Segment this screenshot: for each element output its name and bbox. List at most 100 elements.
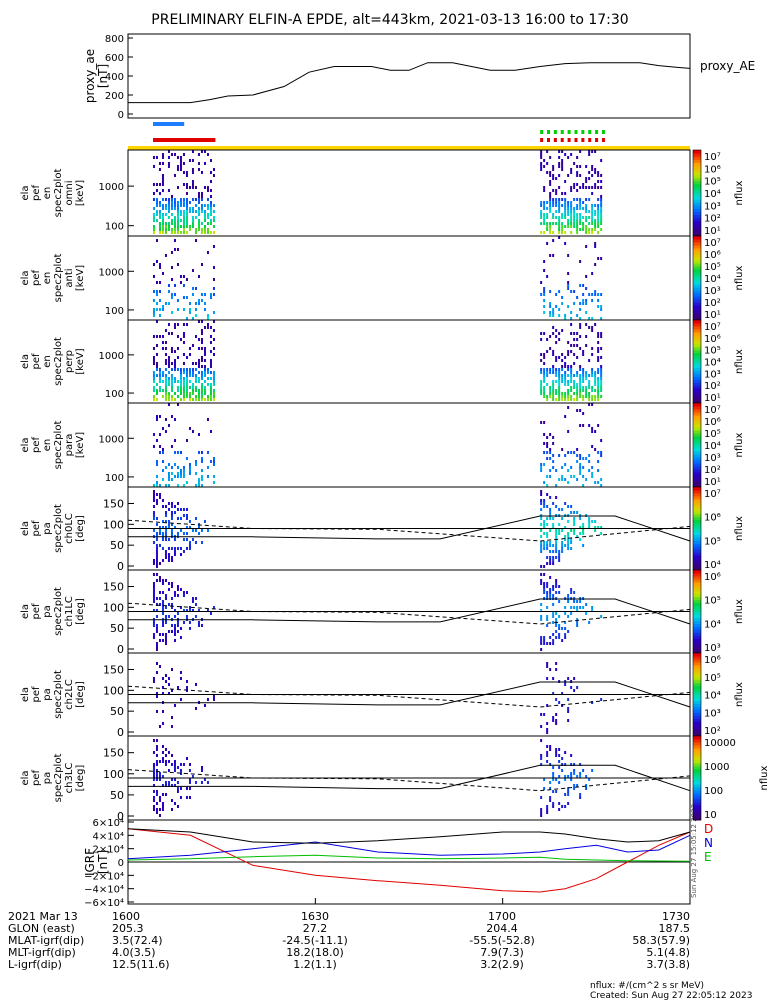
colorbar-swatch bbox=[693, 570, 701, 574]
colorbar-swatch bbox=[693, 317, 701, 321]
spectrogram-pixel bbox=[591, 204, 594, 207]
colorbar-swatch bbox=[693, 232, 701, 237]
spectrogram-pixel bbox=[176, 624, 179, 627]
spectrogram-pixel bbox=[552, 165, 555, 168]
spectrogram-pixel bbox=[188, 368, 191, 371]
spectrogram-pixel bbox=[212, 210, 215, 213]
spectrogram-pixel bbox=[191, 609, 194, 612]
colorbar-tick-label: 10⁶ bbox=[704, 334, 721, 345]
spectrogram-pixel bbox=[173, 365, 176, 368]
spectrogram-pixel bbox=[167, 332, 170, 335]
colorbar-swatch bbox=[693, 460, 701, 464]
zone-tick-red bbox=[540, 138, 544, 142]
spectrogram-pixel bbox=[209, 350, 212, 353]
spectrogram-pixel bbox=[191, 344, 194, 347]
spectrogram-pixel bbox=[185, 192, 188, 195]
colorbar-swatch bbox=[693, 355, 701, 360]
spectrogram-pixel bbox=[182, 204, 185, 207]
spectrogram-pixel bbox=[540, 648, 543, 651]
spectrogram-pixel bbox=[179, 588, 182, 591]
footer-cell: 205.3 bbox=[112, 922, 144, 935]
spectrogram-pixel bbox=[185, 216, 188, 219]
spectrogram-pixel bbox=[188, 311, 191, 314]
spectrogram-pixel bbox=[152, 505, 155, 508]
spectrogram-pixel bbox=[155, 281, 158, 284]
spectrogram-pixel bbox=[576, 784, 579, 787]
spectrogram-pixel bbox=[543, 332, 546, 335]
spectrogram-pixel bbox=[546, 275, 549, 278]
spectrogram-pixel bbox=[167, 424, 170, 427]
spectrogram-pixel bbox=[555, 189, 558, 192]
spectrogram-pixel bbox=[591, 272, 594, 275]
spectrogram-pixel bbox=[543, 499, 546, 502]
colorbar-tick-label: 10000 bbox=[704, 738, 736, 749]
spectrogram-pixel bbox=[176, 207, 179, 210]
spectrogram-pixel bbox=[161, 213, 164, 216]
spectrogram-pixel bbox=[158, 484, 161, 487]
spectrogram-pixel bbox=[558, 454, 561, 457]
spectrogram-pixel bbox=[161, 775, 164, 778]
colorbar-tick-label: 10⁵ bbox=[704, 673, 721, 684]
spectrogram-pixel bbox=[540, 579, 543, 582]
spectrogram-pixel bbox=[197, 532, 200, 535]
colorbar-swatch bbox=[693, 501, 701, 506]
spectrogram-pixel bbox=[552, 612, 555, 615]
spectrogram-pixel bbox=[597, 305, 600, 308]
spectrogram-pixel bbox=[206, 213, 209, 216]
spectrogram-pixel bbox=[597, 424, 600, 427]
spectrogram-pixel bbox=[600, 201, 603, 204]
spectrogram-pixel bbox=[582, 389, 585, 392]
spectrogram-pixel bbox=[552, 588, 555, 591]
colorbar-swatch bbox=[693, 412, 701, 416]
spectrogram-pixel bbox=[540, 469, 543, 472]
spectrogram-pixel bbox=[573, 772, 576, 775]
spectrogram-pixel bbox=[543, 374, 546, 377]
colorbar-swatch bbox=[693, 733, 701, 737]
colorbar-swatch bbox=[693, 290, 701, 294]
spectrogram-pixel bbox=[158, 665, 161, 668]
spectrogram-pixel bbox=[600, 371, 603, 374]
spectrogram-pixel bbox=[585, 377, 588, 380]
spectrogram-pixel bbox=[567, 406, 570, 409]
spectrogram-pixel bbox=[558, 508, 561, 511]
spectrogram-pixel bbox=[564, 198, 567, 201]
spectrogram-pixel bbox=[209, 395, 212, 398]
spectrogram-pixel bbox=[588, 186, 591, 189]
spectrogram-pixel bbox=[585, 225, 588, 228]
spectrogram-pixel bbox=[176, 213, 179, 216]
spectrogram-pixel bbox=[564, 383, 567, 386]
spectrogram-pixel bbox=[185, 392, 188, 395]
spectrogram-pixel bbox=[179, 787, 182, 790]
spectrogram-pixel bbox=[585, 371, 588, 374]
colorbar-tick-label: 10³ bbox=[704, 286, 721, 297]
spectrogram-pixel bbox=[200, 624, 203, 627]
spectrogram-pixel bbox=[170, 311, 173, 314]
spectrogram-pixel bbox=[203, 326, 206, 329]
spectrogram-pixel bbox=[543, 290, 546, 293]
spectrogram-pixel bbox=[167, 359, 170, 362]
spectrogram-pixel bbox=[209, 213, 212, 216]
spectrogram-pixel bbox=[176, 630, 179, 633]
spectrogram-pixel bbox=[591, 210, 594, 213]
spectrogram-pixel bbox=[167, 781, 170, 784]
spectrogram-pixel bbox=[164, 207, 167, 210]
spectrogram-pixel bbox=[182, 162, 185, 165]
spectrogram-pixel bbox=[206, 466, 209, 469]
spectrogram-pixel bbox=[161, 745, 164, 748]
spectrogram-pixel bbox=[158, 445, 161, 448]
spectrogram-pixel bbox=[555, 359, 558, 362]
zone-tick-red bbox=[560, 138, 564, 142]
spectrogram-pixel bbox=[182, 621, 185, 624]
colorbar-tick-label: 10⁵ bbox=[704, 346, 721, 357]
colorbar-swatch bbox=[693, 296, 701, 300]
spectrogram-pixel bbox=[191, 538, 194, 541]
spectrogram-pixel bbox=[212, 371, 215, 374]
spectrogram-pixel bbox=[209, 231, 212, 234]
spectrogram-pixel bbox=[158, 760, 161, 763]
colorbar-swatch bbox=[693, 248, 701, 252]
spectrogram-pixel bbox=[200, 484, 203, 487]
spectrogram-pixel bbox=[212, 245, 215, 248]
spectrogram-pixel bbox=[558, 395, 561, 398]
